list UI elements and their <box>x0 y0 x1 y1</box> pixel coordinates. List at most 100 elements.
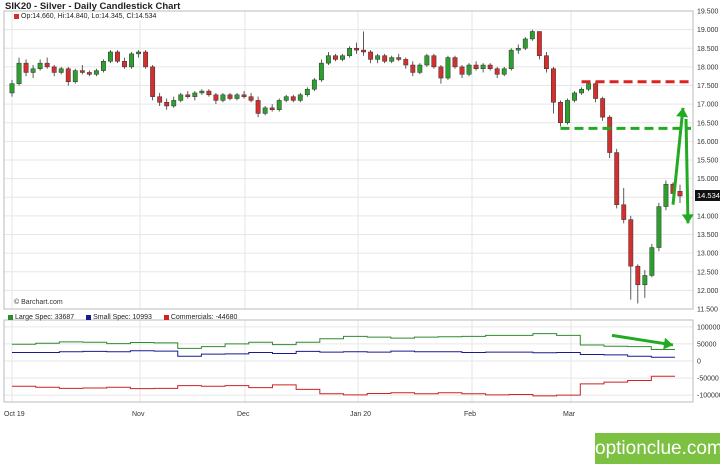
x-tick-label: Oct 19 <box>4 411 25 418</box>
candle-body <box>649 247 655 276</box>
candle-body <box>86 72 92 75</box>
candle-body <box>424 55 430 66</box>
price-tick-label: 17.500 <box>697 83 719 90</box>
candle-body <box>600 98 606 118</box>
legend-swatch-commercials <box>163 314 169 320</box>
candle-body <box>431 55 437 68</box>
last-price-label: 14.534 <box>695 189 720 201</box>
candle-body <box>494 68 500 75</box>
candle-body <box>663 183 669 207</box>
candle-body <box>543 55 549 69</box>
candle-body <box>621 204 627 220</box>
candle-body <box>677 191 683 197</box>
candle-body <box>318 62 324 81</box>
price-tick-label: 12.000 <box>697 288 719 295</box>
candle-body <box>565 100 570 124</box>
candle-body <box>143 51 149 68</box>
legend-swatch-large-spec <box>8 314 13 320</box>
legend-large-spec: Large Spec: 33687 <box>8 314 74 321</box>
candle-body <box>466 64 472 75</box>
cot-series-commercials <box>12 375 675 397</box>
price-tick-label: 17.000 <box>697 102 719 109</box>
candle-body <box>354 48 359 51</box>
candle-body <box>283 96 289 101</box>
candle-body <box>65 68 71 83</box>
candle-body <box>9 83 15 94</box>
candle-body <box>551 68 556 103</box>
candle-body <box>361 49 367 53</box>
price-tick-label: 18.500 <box>697 46 719 53</box>
price-tick-label: 19.000 <box>697 27 719 34</box>
candle-body <box>459 66 465 75</box>
legend-commercials: Commercials: -44680 <box>163 314 238 321</box>
candle-body <box>628 219 634 267</box>
cot-legend: Large Spec: 33687 Small Spec: 10993 Comm… <box>8 314 247 321</box>
axes-layer: 19.500 19.000 18.500 18.000 17.500 17.000 16.5… <box>3 9 720 418</box>
cot-series-small-spec <box>12 350 675 358</box>
candle-body <box>100 61 106 71</box>
candle-body <box>290 96 296 101</box>
candle-body <box>536 31 542 56</box>
candle-body <box>122 61 127 68</box>
candle-body <box>30 68 36 73</box>
candle-body <box>396 57 402 60</box>
cot-series-large-spec <box>12 333 675 350</box>
x-tick-label: Mar <box>563 411 576 418</box>
candle-body <box>480 64 486 69</box>
x-tick-label: Dec <box>237 411 250 418</box>
price-tick-label: 15.500 <box>697 158 719 165</box>
up-arrow-shaft <box>671 107 685 205</box>
candle-body <box>572 92 577 101</box>
legend-label-commercials: Commercials: -44680 <box>170 314 238 321</box>
candle-body <box>248 96 254 101</box>
cot-lines-layer <box>12 333 675 397</box>
candle-body <box>635 265 641 286</box>
candle-body <box>656 206 662 248</box>
cot-panel-frame <box>3 319 694 403</box>
candle-body <box>192 92 198 97</box>
down-arrow-head <box>681 214 694 224</box>
candle-body <box>37 62 43 69</box>
candle-body <box>150 66 156 97</box>
candle-body <box>593 83 599 99</box>
candle-body <box>445 57 451 79</box>
candle-body <box>403 59 409 66</box>
candle-body <box>579 88 584 94</box>
candle-body <box>171 100 177 107</box>
candle-body <box>389 57 395 62</box>
candle-body <box>297 94 303 101</box>
candle-body <box>185 94 191 97</box>
candle-body <box>58 68 64 73</box>
candle-body <box>220 94 226 101</box>
price-tick-label: 13.000 <box>697 251 719 258</box>
candle-body <box>129 53 134 68</box>
x-tick-label: Feb <box>464 411 476 418</box>
candle-body <box>452 57 458 68</box>
candle-body <box>515 48 521 51</box>
up-arrow-head <box>676 107 689 118</box>
cot-tick-label: -100000 <box>697 393 720 400</box>
candle-body <box>501 68 507 75</box>
price-tick-label: 14.000 <box>697 213 719 220</box>
cot-tick-label: 50000 <box>697 341 717 348</box>
candle-body <box>614 152 620 205</box>
candle-body <box>473 64 479 69</box>
down-arrow-shaft <box>684 118 690 224</box>
candle-body <box>157 96 163 103</box>
x-tick-label: Jan 20 <box>350 411 371 418</box>
candle-body <box>79 70 85 73</box>
candle-body <box>375 55 381 60</box>
candle-body <box>311 79 317 90</box>
candle-body <box>558 102 563 123</box>
price-tick-label: 12.500 <box>697 269 719 276</box>
legend-small-spec: Small Spec: 10993 <box>86 314 152 321</box>
annotation-layer <box>560 80 694 350</box>
candle-body <box>487 64 493 69</box>
candle-body <box>51 66 57 73</box>
chart-title: SIK20 - Silver - Daily Candlestick Chart <box>5 1 181 12</box>
candle-body <box>417 64 423 73</box>
legend-label-large-spec: Large Spec: 33687 <box>15 314 75 321</box>
candle-body <box>304 88 310 96</box>
optionclue-logo[interactable]: optionclue.com <box>595 433 720 464</box>
